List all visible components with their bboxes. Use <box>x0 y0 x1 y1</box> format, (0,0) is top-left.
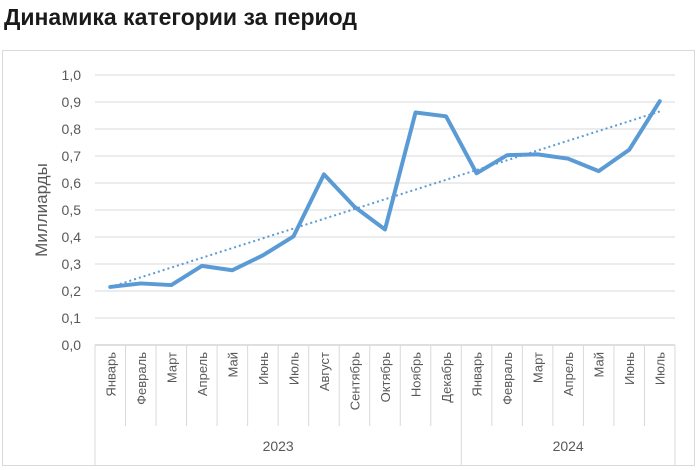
y-tick-label: 0,4 <box>62 229 82 245</box>
year-group-label: 2023 <box>263 438 294 454</box>
x-tick-label: Май <box>592 352 607 377</box>
x-tick-label: Март <box>531 352 546 383</box>
x-tick-label: Июль <box>653 352 668 385</box>
x-tick-label: Февраль <box>500 352 515 405</box>
x-tick-label: Апрель <box>561 352 576 396</box>
x-tick-label: Май <box>225 352 240 377</box>
x-tick-label: Сентябрь <box>347 352 362 410</box>
x-tick-label: Март <box>164 352 179 383</box>
y-tick-label: 0,3 <box>62 256 82 272</box>
series-line <box>108 99 662 289</box>
x-tick-label: Январь <box>470 352 485 397</box>
y-tick-label: 0,6 <box>62 175 82 191</box>
x-tick-label: Июнь <box>256 352 271 385</box>
x-tick-label: Ноябрь <box>409 352 424 397</box>
x-tick-label: Октябрь <box>378 352 393 403</box>
x-tick-label: Август <box>317 352 332 391</box>
chart-frame <box>2 50 695 466</box>
x-tick-label: Апрель <box>195 352 210 396</box>
y-tick-label: 0,8 <box>62 121 82 137</box>
y-tick-label: 1,0 <box>62 67 82 83</box>
y-tick-label: 0,2 <box>62 283 82 299</box>
y-tick-label: 0,9 <box>62 94 82 110</box>
x-tick-label: Январь <box>103 352 118 397</box>
x-tick-label: Июль <box>286 352 301 385</box>
y-axis-title: Миллиарды <box>32 163 51 257</box>
x-tick-label: Декабрь <box>439 352 454 403</box>
year-group-label: 2024 <box>553 438 584 454</box>
page-title: Динамика категории за период <box>4 4 357 30</box>
trendline <box>109 110 661 289</box>
x-tick-label: Февраль <box>134 352 149 405</box>
y-tick-label: 0,7 <box>62 148 82 164</box>
y-tick-label: 0,0 <box>62 337 82 353</box>
y-tick-label: 0,1 <box>62 310 82 326</box>
x-tick-label: Июнь <box>622 352 637 385</box>
y-tick-label: 0,5 <box>62 202 82 218</box>
